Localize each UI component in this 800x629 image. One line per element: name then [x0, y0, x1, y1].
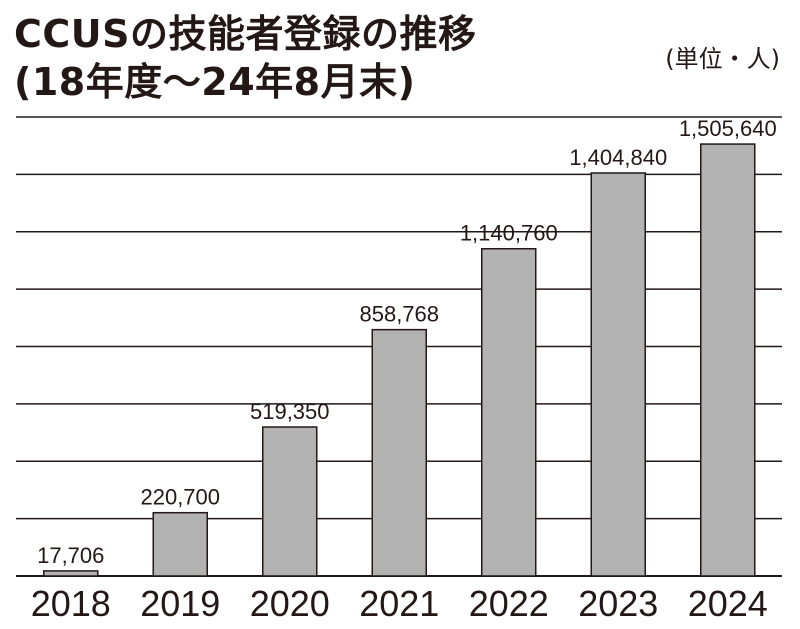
- x-tick-label-2020: 2020: [250, 583, 330, 624]
- bar-2022: [481, 247, 537, 577]
- x-tick-label-2018: 2018: [31, 583, 111, 624]
- bar-2021: [371, 328, 427, 577]
- x-tick-label-2024: 2024: [688, 583, 768, 624]
- value-label-2018: 17,706: [37, 543, 104, 568]
- bar-2018: [43, 570, 99, 577]
- x-tick-labels: 2018 2019 2020 2021 2022 2023 2024: [31, 583, 768, 624]
- value-label-2021: 858,768: [359, 302, 439, 327]
- bar-2019: [152, 511, 208, 577]
- chart-title-line-2: (18年度〜24年8月末): [14, 60, 416, 104]
- bar-2020: [262, 426, 318, 577]
- x-tick-label-2023: 2023: [578, 583, 658, 624]
- value-label-2024: 1,505,640: [679, 116, 777, 141]
- value-label-2022: 1,140,760: [460, 221, 558, 246]
- x-tick-label-2019: 2019: [140, 583, 220, 624]
- value-label-2023: 1,404,840: [569, 145, 667, 170]
- bar-2023: [590, 172, 646, 577]
- value-labels: 17,706 220,700 519,350 858,768 1,140,760 1,40…: [37, 116, 777, 568]
- chart-title-line-1: CCUSの技能者登録の推移: [14, 12, 477, 56]
- x-tick-label-2022: 2022: [469, 583, 549, 624]
- bars: [43, 143, 756, 577]
- value-label-2020: 519,350: [250, 399, 330, 424]
- value-label-2019: 220,700: [140, 485, 220, 510]
- bar-2024: [700, 143, 756, 577]
- x-tick-label-2021: 2021: [359, 583, 439, 624]
- unit-label: (単位・人): [665, 45, 780, 73]
